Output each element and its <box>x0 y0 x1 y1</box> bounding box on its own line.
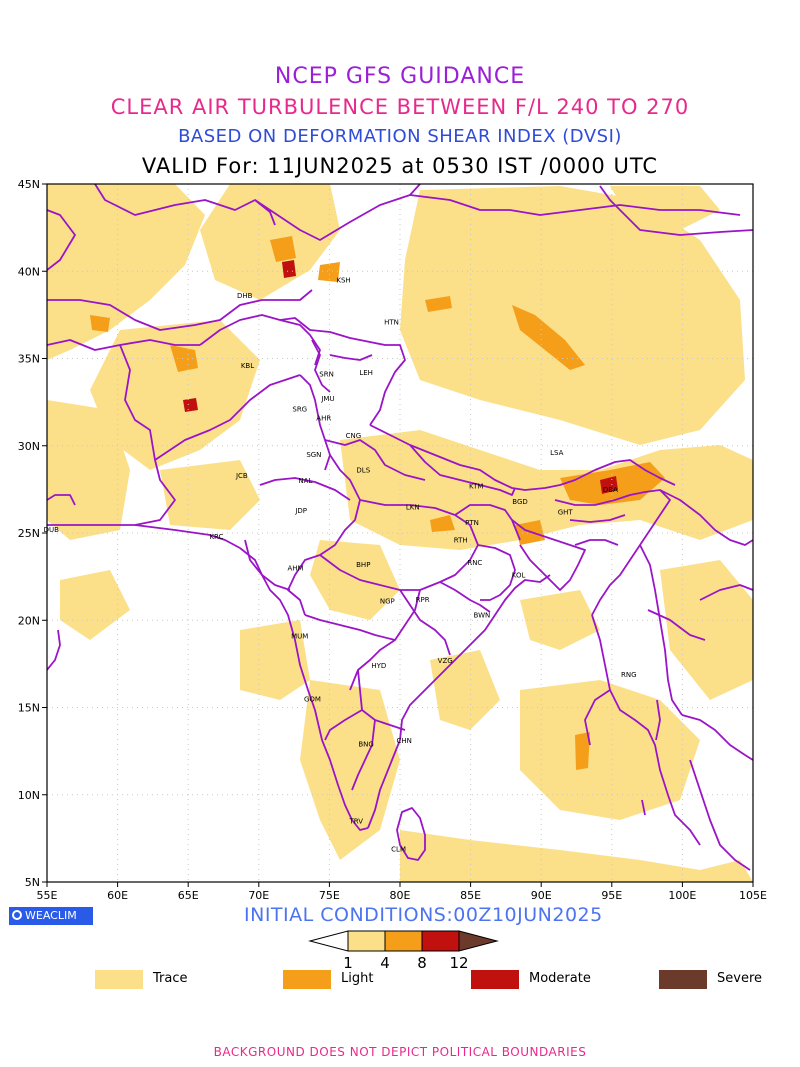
city-label: AHR <box>316 414 331 422</box>
legend-label-light: Light <box>341 971 374 986</box>
lon-label: 105E <box>739 889 767 902</box>
lon-label: 60E <box>107 889 128 902</box>
legend-label-trace: Trace <box>153 971 188 986</box>
lat-label: 45N <box>18 178 40 191</box>
axis-ticks <box>42 183 754 887</box>
colorbar-high-arrow <box>458 930 499 952</box>
city-label: BGD <box>512 498 528 506</box>
title-line-1: NCEP GFS GUIDANCE <box>274 64 526 89</box>
city-label: LKN <box>406 503 420 511</box>
city-label: GOM <box>304 695 321 703</box>
city-label: KSH <box>336 276 350 284</box>
city-label: CNG <box>346 432 362 440</box>
city-label: HYD <box>371 662 386 670</box>
city-label: JMU <box>320 395 334 403</box>
city-labels: DHB KSH HTN KBL SRN LEH JMU SRG AHR CNG LSA SGN DLS J… <box>44 276 637 853</box>
title-line-2: CLEAR AIR TURBULENCE BETWEEN F/L 240 TO … <box>110 95 690 119</box>
boundaries <box>47 184 753 871</box>
lat-label: 5N <box>25 876 40 889</box>
city-label: VZG <box>438 657 453 665</box>
legend-swatch-moderate <box>471 970 519 989</box>
city-label: JCB <box>235 472 248 480</box>
weaclim-badge: WEACLIM <box>9 907 93 925</box>
city-label: JDP <box>294 507 307 515</box>
valid-time-line: VALID For: 11JUN2025 at 0530 IST /0000 U… <box>141 154 659 178</box>
lon-label: 100E <box>668 889 696 902</box>
badge-label: WEACLIM <box>25 909 77 922</box>
city-label: BWN <box>474 612 491 620</box>
lon-label: 80E <box>390 889 411 902</box>
city-label: SGN <box>306 451 321 459</box>
city-label: KRC <box>209 533 223 541</box>
city-label: NAL <box>298 477 312 485</box>
logo-ring-icon <box>12 910 22 920</box>
city-label: DUB <box>44 526 60 534</box>
colorbar-low-arrow <box>308 930 349 952</box>
city-label: DLS <box>356 467 370 475</box>
colorbar-moderate <box>421 930 460 952</box>
city-label: RPR <box>416 596 430 604</box>
title-line-3: BASED ON DEFORMATION SHEAR INDEX (DVSI) <box>178 126 622 147</box>
colorbar-trace <box>347 930 386 952</box>
colorbar-tick-4: 4 <box>380 954 390 972</box>
city-label: RNC <box>467 559 482 567</box>
city-label: LEH <box>359 369 373 377</box>
city-label: KOL <box>512 571 526 579</box>
city-label: BHP <box>356 561 370 569</box>
city-label: GHT <box>558 509 574 517</box>
turbulence-field <box>47 184 753 882</box>
lat-label: 25N <box>18 527 40 540</box>
colorbar: 1 4 8 12 <box>308 930 499 972</box>
city-label: DHB <box>237 292 253 300</box>
city-label: KBL <box>241 362 254 370</box>
longitude-labels: 55E 60E 65E 70E 75E 80E 85E 90E 95E 100E 105E <box>37 889 767 902</box>
initial-conditions: INITIAL CONDITIONS:00Z10JUN2025 <box>244 904 603 926</box>
city-label: SRN <box>319 371 334 379</box>
city-label: LSA <box>550 449 563 457</box>
lon-label: 90E <box>531 889 552 902</box>
colorbar-tick-8: 8 <box>417 954 427 972</box>
city-label: CHN <box>397 737 412 745</box>
legend-swatch-trace <box>95 970 143 989</box>
colorbar-tick-1: 1 <box>343 954 353 972</box>
lat-label: 15N <box>18 702 40 715</box>
city-label: AHM <box>287 564 303 572</box>
colorbar-tick-12: 12 <box>449 954 468 972</box>
city-label: BNG <box>358 741 373 749</box>
city-label: PTN <box>465 519 479 527</box>
city-label: NGP <box>380 598 395 606</box>
city-label: RTH <box>454 536 468 544</box>
city-label: DBA <box>603 486 618 494</box>
legend-label-moderate: Moderate <box>529 971 591 986</box>
lon-label: 55E <box>37 889 58 902</box>
lon-label: 95E <box>601 889 622 902</box>
lon-label: 75E <box>319 889 340 902</box>
city-label: TRV <box>348 817 363 825</box>
footer-disclaimer: BACKGROUND DOES NOT DEPICT POLITICAL BOU… <box>213 1045 587 1059</box>
colorbar-light <box>384 930 423 952</box>
city-label: CLM <box>391 845 406 853</box>
city-label: RNG <box>621 671 637 679</box>
legend-swatch-severe <box>659 970 707 989</box>
lon-label: 85E <box>460 889 481 902</box>
lat-label: 35N <box>18 353 40 366</box>
city-label: MUM <box>291 632 308 640</box>
city-label: HTN <box>384 318 399 326</box>
city-label: SRG <box>292 406 307 414</box>
legend-swatch-light <box>283 970 331 989</box>
lat-label: 30N <box>18 440 40 453</box>
lon-label: 70E <box>248 889 269 902</box>
city-label: KTM <box>469 482 483 490</box>
lat-label: 10N <box>18 789 40 802</box>
lat-label: 40N <box>18 265 40 278</box>
legend-label-severe: Severe <box>717 971 762 986</box>
lat-label: 20N <box>18 614 40 627</box>
lon-label: 65E <box>178 889 199 902</box>
latitude-labels: 45N 40N 35N 30N 25N 20N 15N 10N 5N <box>18 178 40 889</box>
